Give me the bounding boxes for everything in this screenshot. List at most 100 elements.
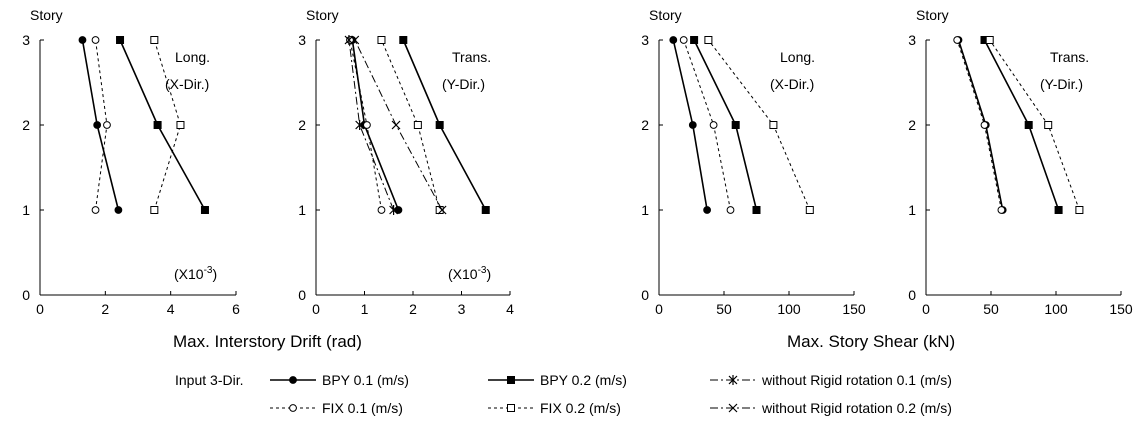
y-axis-label: Story — [916, 7, 949, 23]
series-line — [708, 39, 811, 211]
data-point — [997, 206, 1006, 214]
data-point — [709, 121, 718, 129]
x-tick-label: 1 — [361, 301, 369, 317]
x-tick-label: 100 — [1044, 301, 1068, 317]
y-tick-label: 0 — [22, 287, 30, 303]
y-tick-label: 0 — [298, 287, 306, 303]
x-tick-label: 0 — [36, 301, 44, 317]
series-bpy02 — [399, 36, 490, 214]
direction-label: Trans. — [452, 49, 491, 65]
y-tick-label: 2 — [908, 117, 916, 133]
x-tick-label: 4 — [506, 301, 514, 317]
chart-panel-4: Story 0 1 2 3 0 50 100 150 Trans. (Y-Dir.) — [908, 7, 1133, 317]
data-point — [116, 36, 125, 44]
legend-prefix: Input 3-Dir. — [175, 372, 243, 388]
legend-label: BPY 0.2 (m/s) — [540, 372, 627, 388]
x-tick-label: 2 — [101, 301, 109, 317]
legend-entry-norr01: without Rigid rotation 0.1 (m/s) — [710, 372, 952, 388]
y-tick-label: 3 — [298, 32, 306, 48]
data-point — [669, 36, 678, 44]
data-point — [1075, 206, 1084, 214]
data-point — [176, 121, 185, 129]
series-fix01 — [679, 36, 735, 214]
series-bpy01 — [348, 36, 403, 214]
legend-swatch-marker — [507, 404, 515, 412]
legend-swatch-marker — [728, 403, 738, 413]
legend-entry-bpy02: BPY 0.2 (m/s) — [488, 372, 627, 388]
data-point — [481, 206, 490, 214]
data-point — [78, 36, 87, 44]
legend-entry-fix02: FIX 0.2 (m/s) — [488, 400, 621, 416]
data-point — [350, 35, 360, 45]
x-tick-label: 2 — [409, 301, 417, 317]
data-point — [980, 121, 989, 129]
shear-xlabel: Max. Story Shear (kN) — [787, 332, 955, 351]
data-point — [91, 36, 100, 44]
series-fix02 — [150, 36, 185, 214]
data-point — [435, 121, 444, 129]
data-point — [1024, 121, 1033, 129]
data-point — [752, 206, 761, 214]
x-tick-label: 150 — [842, 301, 866, 317]
data-point — [389, 205, 399, 215]
data-point — [985, 36, 994, 44]
y-tick-label: 2 — [641, 117, 649, 133]
direction-label: Trans. — [1050, 49, 1089, 65]
data-point — [769, 121, 778, 129]
x-tick-label: 0 — [655, 301, 663, 317]
data-point — [377, 206, 386, 214]
series-bpy02 — [116, 36, 209, 214]
series-line — [989, 39, 1080, 211]
data-point — [103, 121, 111, 129]
x-tick-label: 0 — [922, 301, 930, 317]
data-point — [114, 206, 123, 214]
data-point — [690, 36, 699, 44]
series-fix01 — [346, 36, 386, 214]
scale-close: ) — [486, 266, 491, 282]
data-point — [377, 36, 386, 44]
y-tick-label: 3 — [908, 32, 916, 48]
direction-label: Long. — [175, 49, 210, 65]
series-bpy01 — [954, 36, 1007, 214]
direction-label-sub: (Y-Dir.) — [1040, 76, 1083, 92]
series-bpy01 — [669, 36, 711, 214]
scale-close: ) — [212, 266, 217, 282]
data-point — [150, 36, 159, 44]
data-point — [726, 206, 735, 214]
data-point — [200, 206, 209, 214]
y-tick-label: 3 — [641, 32, 649, 48]
x-tick-label: 50 — [983, 301, 999, 317]
legend-entry-norr02: without Rigid rotation 0.2 (m/s) — [710, 400, 952, 416]
data-point — [688, 121, 697, 129]
legend-entry-bpy01: BPY 0.1 (m/s) — [270, 372, 409, 388]
direction-label: Long. — [780, 49, 815, 65]
series-fix02 — [377, 36, 444, 214]
y-tick-label: 1 — [908, 202, 916, 218]
legend-entry-fix01: FIX 0.1 (m/s) — [270, 400, 403, 416]
data-point — [437, 205, 447, 215]
scale-exponent: -3 — [204, 265, 213, 276]
chart-panel-3: Story 0 1 2 3 0 50 100 150 Long. (X-Dir.) — [641, 7, 866, 317]
series-fix01 — [953, 36, 1006, 214]
chart-panels: Story 0 1 2 3 0 2 4 6 Long. (X-Dir.) (X10-3) Story 0 1… — [22, 7, 1133, 317]
x-tick-label: 6 — [232, 301, 240, 317]
data-point — [391, 120, 401, 130]
data-point — [679, 36, 688, 44]
data-point — [805, 206, 814, 214]
y-tick-label: 2 — [22, 117, 30, 133]
legend-swatch-marker — [507, 376, 515, 384]
y-tick-label: 1 — [298, 202, 306, 218]
legend-label: FIX 0.1 (m/s) — [322, 400, 403, 416]
legend: Input 3-Dir. BPY 0.1 (m/s) BPY 0.2 (m/s) w… — [175, 372, 952, 416]
series-bpy02 — [980, 36, 1063, 214]
scale-exponent: -3 — [478, 265, 487, 276]
data-point — [704, 36, 713, 44]
legend-label: without Rigid rotation 0.2 (m/s) — [761, 400, 952, 416]
direction-label-sub: (Y-Dir.) — [442, 76, 485, 92]
data-point — [355, 120, 365, 130]
data-point — [413, 121, 422, 129]
x-tick-label: 150 — [1109, 301, 1133, 317]
y-tick-label: 2 — [298, 117, 306, 133]
legend-label: FIX 0.2 (m/s) — [540, 400, 621, 416]
